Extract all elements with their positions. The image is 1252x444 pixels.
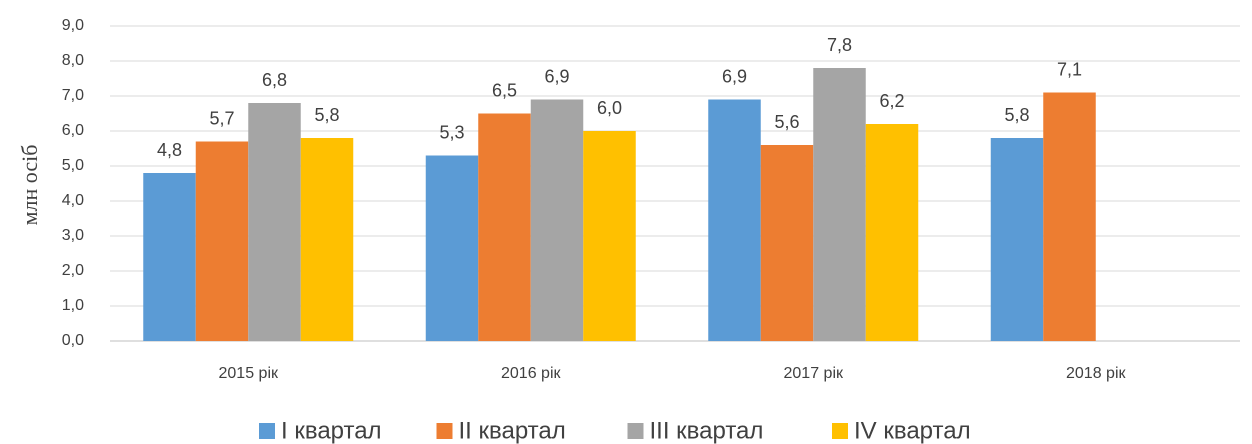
value-label: 7,8: [827, 35, 852, 55]
x-tick-label: 2015 рік: [219, 365, 279, 382]
bar: [708, 99, 761, 341]
value-label: 5,8: [1004, 105, 1029, 125]
bar: [143, 173, 196, 341]
legend-label: IV квартал: [854, 417, 971, 444]
x-tick-label: 2017 рік: [784, 365, 844, 382]
legend-label: III квартал: [650, 417, 764, 444]
y-tick-label: 5,0: [62, 157, 84, 174]
bar: [248, 103, 301, 341]
value-label: 6,5: [492, 80, 517, 100]
bar: [760, 145, 814, 341]
y-tick-label: 3,0: [62, 227, 84, 244]
value-label: 6,9: [544, 66, 569, 86]
bar: [530, 99, 584, 341]
x-tick-label: 2018 рік: [1066, 365, 1126, 382]
bar: [300, 138, 354, 341]
value-label: 6,2: [879, 91, 904, 111]
bar: [1043, 92, 1096, 341]
y-tick-label: 1,0: [62, 297, 84, 314]
y-axis-label: млн осіб: [17, 145, 42, 226]
y-tick-label: 6,0: [62, 122, 84, 139]
value-label: 4,8: [157, 140, 182, 160]
y-tick-label: 8,0: [62, 52, 84, 69]
y-tick-label: 7,0: [62, 87, 84, 104]
value-label: 6,8: [262, 70, 287, 90]
y-tick-label: 4,0: [62, 192, 84, 209]
legend-label: I квартал: [281, 417, 382, 444]
value-label: 6,9: [722, 66, 747, 86]
legend-swatch: [832, 423, 848, 439]
value-label: 5,3: [439, 122, 464, 142]
bar: [865, 124, 919, 341]
legend-swatch: [259, 423, 275, 439]
bar: [813, 68, 866, 341]
legend-swatch: [436, 423, 453, 439]
bar: [425, 155, 479, 341]
bar: [478, 113, 531, 341]
y-tick-label: 2,0: [62, 262, 84, 279]
bar: [583, 131, 636, 341]
legend-swatch: [627, 423, 644, 439]
legend-label: II квартал: [459, 417, 566, 444]
x-tick-label: 2016 рік: [501, 365, 561, 382]
value-label: 7,1: [1057, 59, 1082, 79]
value-label: 5,7: [209, 108, 234, 128]
value-label: 5,6: [774, 112, 799, 132]
y-tick-label: 9,0: [62, 17, 84, 34]
value-label: 5,8: [314, 105, 339, 125]
bar: [990, 138, 1044, 341]
y-tick-label: 0,0: [62, 332, 84, 349]
bar: [195, 141, 249, 341]
value-label: 6,0: [597, 98, 622, 118]
